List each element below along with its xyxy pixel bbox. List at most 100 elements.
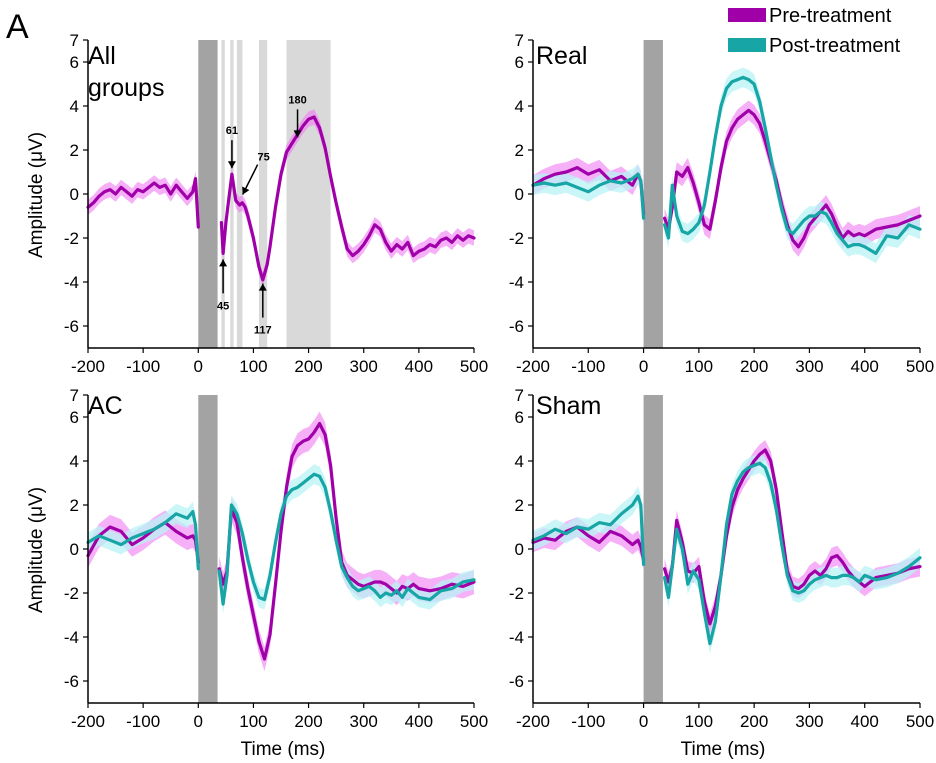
x-tick-label: 0: [639, 357, 648, 376]
y-tick-label: -6: [509, 317, 524, 336]
x-tick-label: 200: [294, 712, 322, 731]
y-tick-label: -4: [64, 628, 79, 647]
x-tick-label: 400: [851, 712, 879, 731]
y-tick-label: -4: [509, 628, 524, 647]
x-tick-label: -200: [516, 712, 550, 731]
series-line-post-1: [662, 461, 922, 646]
analysis-window-2: [236, 40, 243, 348]
stimulus-artifact-block: [643, 395, 663, 703]
x-tick-label: -100: [571, 712, 605, 731]
panel-title-line-2: groups: [88, 74, 164, 102]
y-tick-label: 0: [515, 540, 524, 559]
y-tick-label: 2: [515, 496, 524, 515]
y-tick-label: -2: [509, 229, 524, 248]
y-tick-label: -4: [64, 273, 79, 292]
y-tick-label: 4: [515, 97, 524, 116]
x-tick-label: 100: [685, 357, 713, 376]
legend: Pre-treatment Post-treatment: [728, 5, 901, 57]
y-tick-label: 2: [70, 496, 79, 515]
panel-ac: -6 -4 -2 0 2 4 6 7 -200 -100 0 100 200 300 400 500 Ampl…: [26, 386, 488, 760]
annotation-arrow-head: [293, 130, 302, 138]
x-tick-label: -200: [71, 357, 105, 376]
panel-title: AC: [88, 392, 123, 420]
y-tick-label: 6: [515, 408, 524, 427]
x-tick-label: 400: [405, 712, 433, 731]
y-tick-label: 0: [70, 185, 79, 204]
x-tick-label: -200: [516, 357, 550, 376]
y-tick-label: -2: [64, 229, 79, 248]
confidence-band-post-1: [664, 453, 920, 654]
y-tick-label: 0: [515, 185, 524, 204]
panel-real: -6 -4 -2 0 2 4 6 7 -200 -100 0 100 200 300 400 500 Real: [509, 31, 934, 376]
confidence-band-post-1: [219, 464, 474, 614]
legend-swatch-pre-treatment: [728, 8, 766, 22]
y-tick-label: 4: [70, 97, 79, 116]
analysis-window-4: [286, 40, 331, 348]
x-tick-label: 0: [194, 357, 203, 376]
x-tick-label: 100: [239, 712, 267, 731]
stimulus-artifact-block: [198, 395, 218, 703]
series-line-post-0: [531, 172, 646, 220]
x-tick-label: 0: [194, 712, 203, 731]
legend-swatch-post-treatment: [728, 38, 766, 52]
y-tick-label: 2: [70, 141, 79, 160]
annotation-arrow-head: [258, 283, 267, 291]
y-tick-label: -4: [509, 273, 524, 292]
y-tick-label: -6: [64, 317, 79, 336]
series-line-pre-0: [531, 525, 646, 562]
panel-title: Sham: [536, 392, 601, 420]
x-tick-label: 500: [460, 712, 488, 731]
y-tick-label: 4: [70, 452, 79, 471]
series-line-pre-1: [219, 115, 476, 282]
panel-all-groups: -6 -4 -2 0 2 4 6 7 -200 -100 0 100 200 300 400 500 45 61…: [26, 31, 488, 376]
x-tick-label: 100: [685, 712, 713, 731]
x-axis-title: Time (ms): [681, 739, 766, 760]
x-tick-label: 400: [851, 357, 879, 376]
analysis-window-3: [258, 40, 268, 348]
legend-label-post-treatment: Post-treatment: [769, 35, 901, 57]
x-tick-label: 0: [639, 712, 648, 731]
series-line-post-1: [662, 75, 922, 255]
analysis-window-1: [230, 40, 234, 348]
series-line-post-1: [217, 472, 476, 606]
legend-label-pre-treatment: Pre-treatment: [769, 5, 892, 27]
annotation-latency-label: 75: [258, 152, 270, 164]
x-tick-label: -100: [126, 357, 160, 376]
annotation-latency-label: 117: [254, 325, 272, 337]
x-tick-label: -100: [571, 357, 605, 376]
y-tick-label: -6: [64, 672, 79, 691]
x-tick-label: 500: [906, 712, 934, 731]
y-tick-label: 2: [515, 141, 524, 160]
y-tick-label: 7: [70, 386, 79, 405]
x-tick-label: 200: [294, 357, 322, 376]
x-tick-label: 300: [350, 712, 378, 731]
series-line-post-0: [86, 510, 200, 571]
x-axis-title: Time (ms): [241, 739, 326, 760]
series-line-post-0: [531, 494, 646, 567]
confidence-band-pre-0: [88, 170, 199, 235]
y-tick-label: 0: [70, 540, 79, 559]
annotation-latency-label: 61: [226, 125, 238, 137]
confidence-band-post-1: [664, 67, 920, 264]
x-tick-label: 200: [740, 357, 768, 376]
y-tick-label: -2: [509, 584, 524, 603]
y-tick-label: 7: [515, 31, 524, 50]
y-tick-label: 6: [515, 53, 524, 72]
y-axis-title: Amplitude (μV): [26, 487, 47, 613]
annotation-arrow-head: [242, 186, 250, 195]
annotation-latency-label: 45: [217, 300, 229, 312]
stimulus-artifact-block: [643, 40, 663, 348]
y-tick-label: 6: [70, 53, 79, 72]
x-tick-label: -200: [71, 712, 105, 731]
x-tick-label: 300: [350, 357, 378, 376]
x-tick-label: 500: [460, 357, 488, 376]
stimulus-artifact-block: [198, 40, 218, 348]
y-tick-label: -6: [509, 672, 524, 691]
x-tick-label: 300: [795, 712, 823, 731]
x-tick-label: -100: [126, 712, 160, 731]
y-tick-label: 7: [515, 386, 524, 405]
x-tick-label: 200: [740, 712, 768, 731]
panel-sham: -6 -4 -2 0 2 4 6 7 -200 -100 0 100 200 300 400 500 Time…: [509, 386, 934, 760]
y-tick-label: -2: [64, 584, 79, 603]
